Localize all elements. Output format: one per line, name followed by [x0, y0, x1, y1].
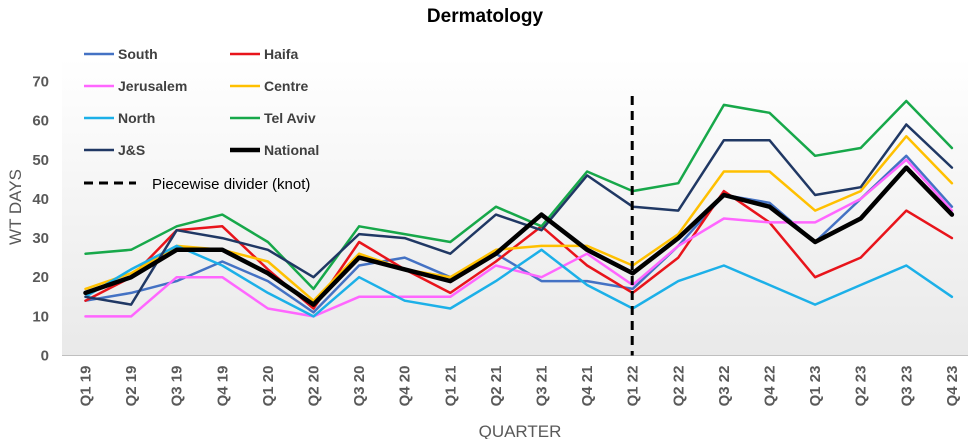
legend: South Haifa Jerusalem Centre North Tel Aviv J&…: [84, 46, 319, 193]
y-tick-label: 20: [32, 269, 49, 286]
x-tick-label: Q3 22: [716, 366, 733, 407]
x-axis-ticks: Q1 19 Q2 19 Q3 19 Q4 19 Q1 20 Q2 20 Q3 20 Q4 20…: [62, 355, 968, 407]
y-tick-label: 0: [41, 348, 49, 365]
series-line-national: [83, 165, 955, 307]
x-tick-label: Q2 22: [670, 366, 687, 407]
x-tick-label: Q3 19: [169, 366, 186, 407]
series-line-j-s: [84, 123, 954, 306]
legend-label-divider: Piecewise divider (knot): [152, 176, 310, 193]
legend-label-national: National: [264, 142, 319, 158]
y-tick-label: 40: [32, 191, 49, 208]
plot-background: [62, 58, 968, 356]
x-tick-label: Q2 19: [123, 366, 140, 407]
x-tick-label: Q4 22: [762, 366, 779, 407]
y-tick-label: 10: [32, 308, 49, 325]
x-tick-label: Q4 23: [944, 366, 961, 407]
x-tick-label: Q4 21: [579, 366, 596, 407]
series-line-haifa: [84, 189, 954, 310]
series-line-jerusalem: [84, 158, 954, 318]
legend-label-jerusalem: Jerusalem: [118, 78, 187, 94]
legend-label-tel-aviv: Tel Aviv: [264, 110, 316, 126]
legend-label-haifa: Haifa: [264, 46, 298, 62]
x-tick-label: Q2 21: [488, 366, 505, 407]
y-axis-ticks: 0 10 20 30 40 50 60 70: [32, 73, 49, 364]
y-tick-label: 70: [32, 73, 49, 90]
y-tick-label: 60: [32, 113, 49, 130]
legend-label-south: South: [118, 46, 158, 62]
x-tick-label: Q1 22: [625, 366, 642, 407]
y-axis-title: WT DAYS: [6, 169, 25, 245]
y-tick-label: 30: [32, 230, 49, 247]
x-tick-label: Q4 20: [397, 366, 414, 407]
x-tick-label: Q1 20: [260, 366, 277, 407]
x-tick-label: Q3 21: [534, 366, 551, 407]
legend-label-centre: Centre: [264, 78, 309, 94]
series-line-tel-aviv: [84, 99, 954, 291]
x-tick-label: Q1 23: [807, 366, 824, 407]
x-tick-label: Q3 23: [898, 366, 915, 407]
x-tick-label: Q1 19: [78, 366, 95, 407]
series-lines: [83, 99, 955, 318]
chart-title: Dermatology: [427, 6, 544, 27]
legend-label-north: North: [118, 110, 155, 126]
x-tick-label: Q3 20: [351, 366, 368, 407]
x-axis-title: QUARTER: [479, 422, 562, 439]
x-tick-label: Q2 23: [853, 366, 870, 407]
series-line-north: [84, 244, 954, 318]
x-tick-label: Q4 19: [214, 366, 231, 407]
x-tick-label: Q1 21: [442, 366, 459, 407]
x-tick-label: Q2 20: [306, 366, 323, 407]
y-tick-label: 50: [32, 152, 49, 169]
legend-label-j-s: J&S: [118, 142, 145, 158]
